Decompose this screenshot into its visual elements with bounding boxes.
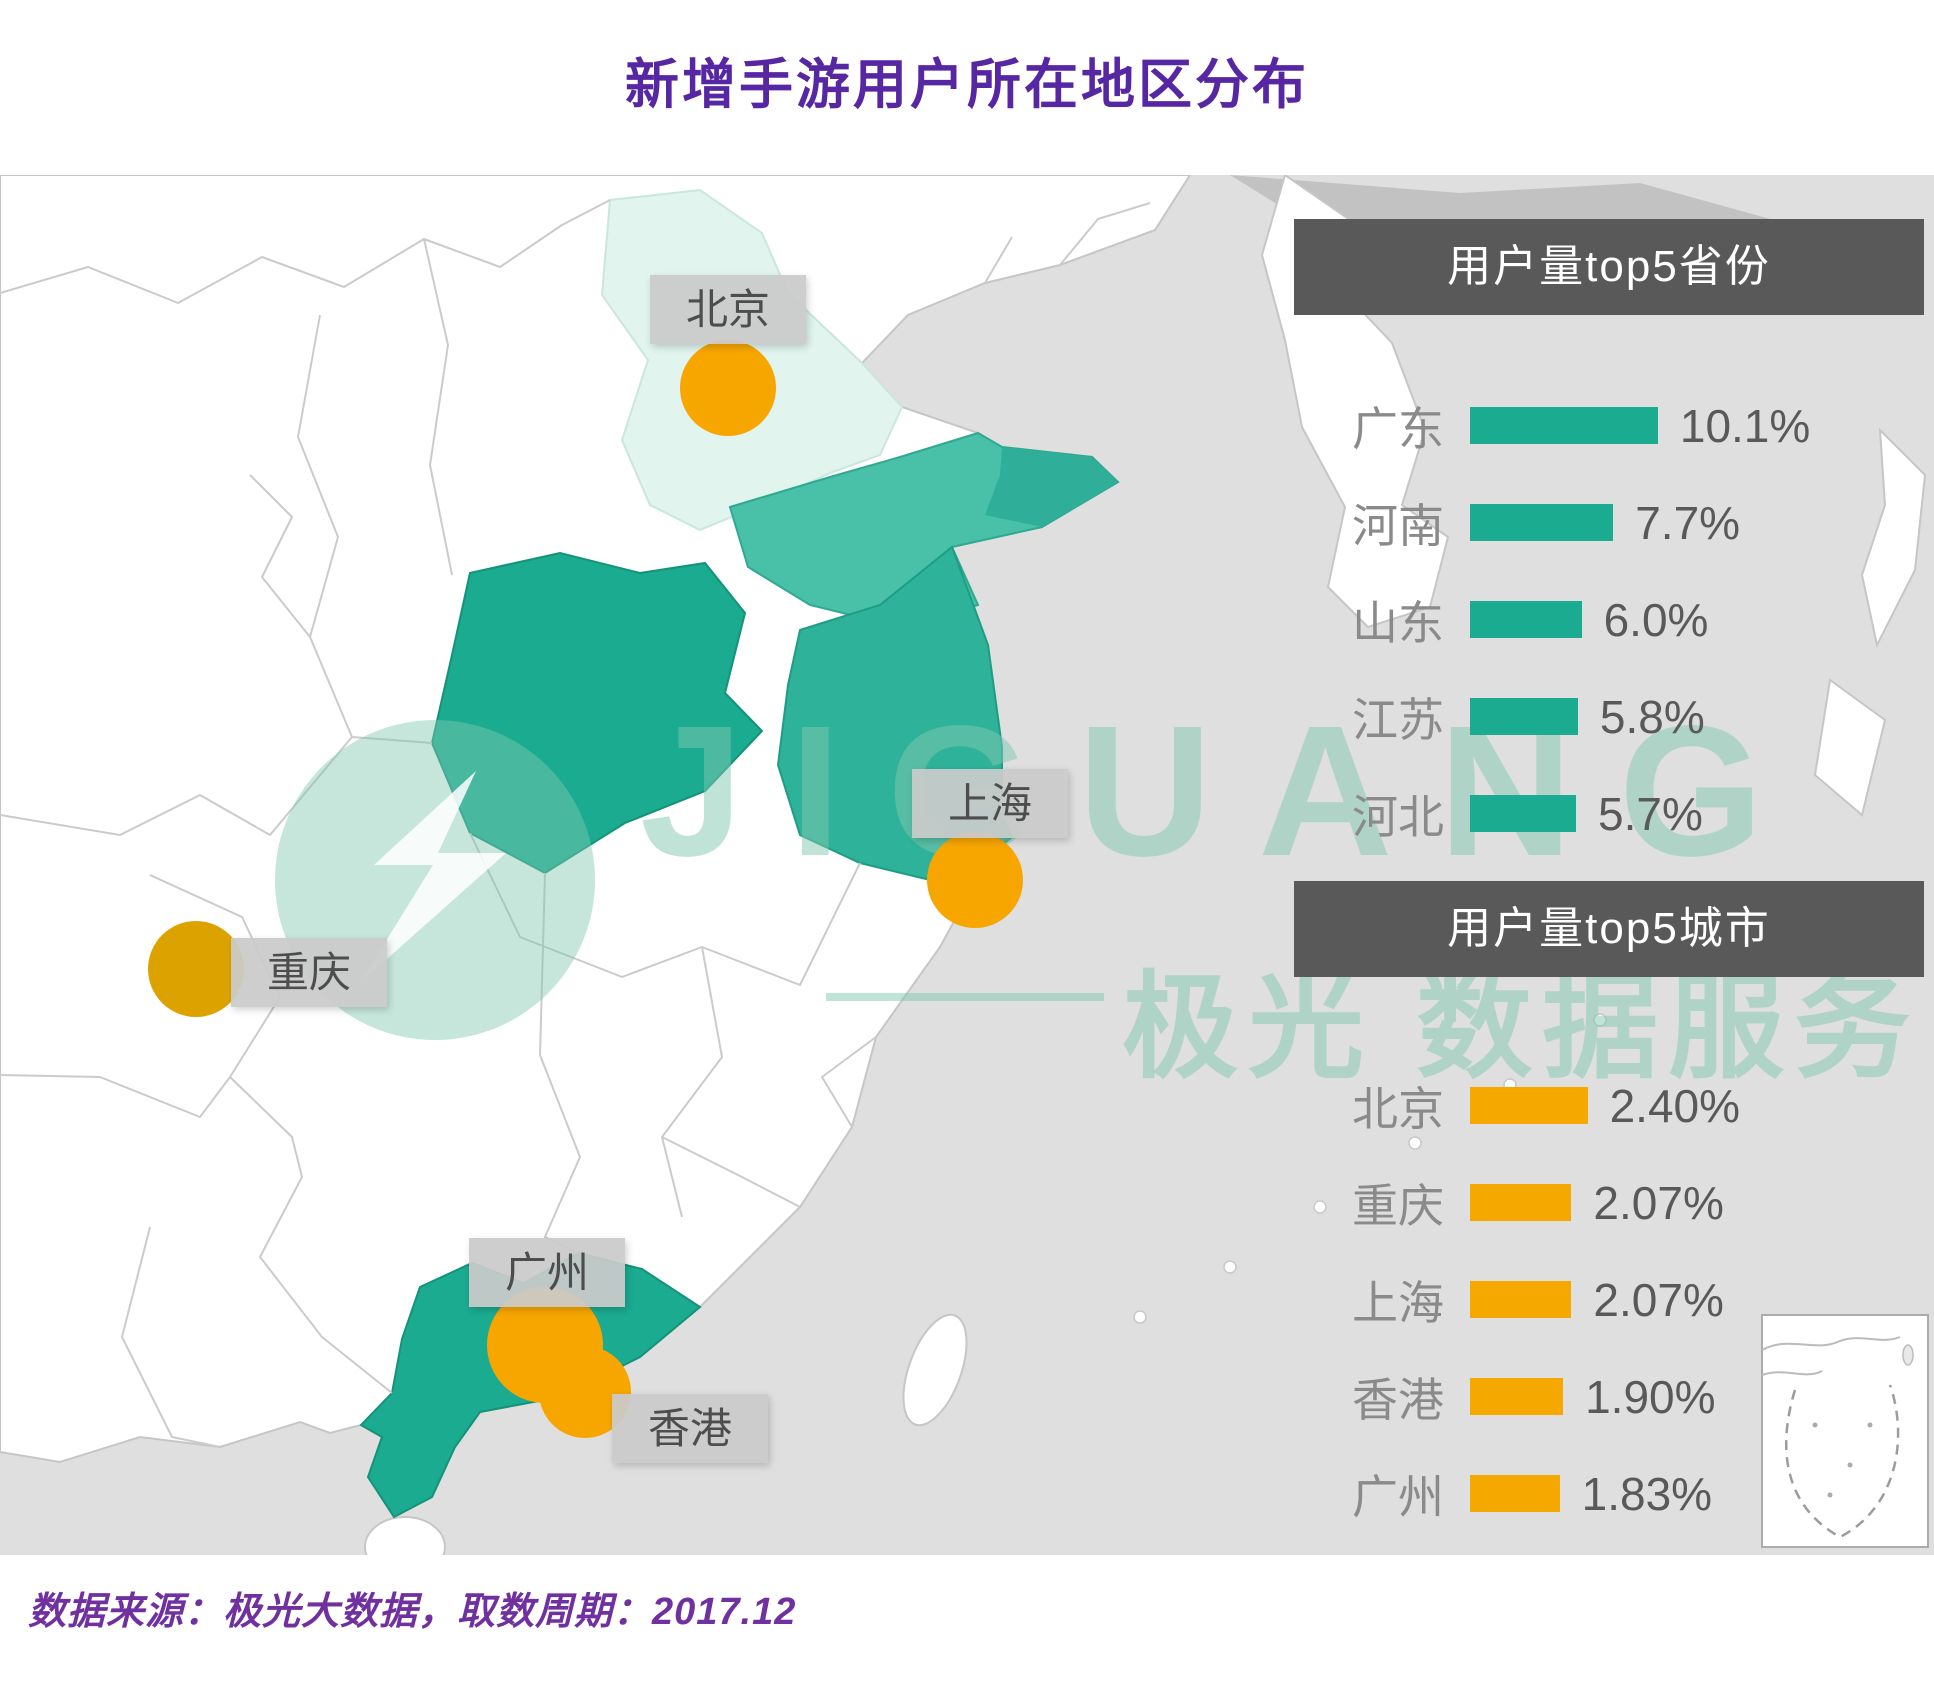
- marker-beijing: [680, 340, 776, 436]
- china-map: JIGUANG 极光 数据服务 北京 上海 重庆 广州 香港 用户量top5省份…: [0, 175, 1934, 1555]
- top5-provinces-header: 用户量top5省份: [1294, 219, 1924, 315]
- city-label: 北京: [1352, 1082, 1444, 1135]
- province-label: 山东: [1352, 596, 1444, 649]
- city-label: 重庆: [1352, 1179, 1444, 1232]
- province-row: 河北 5.7%: [1294, 765, 1924, 862]
- marker-shanghai: [927, 832, 1023, 928]
- japan-island-south: [1813, 678, 1887, 817]
- inset-dashed-boundary: [1785, 1384, 1900, 1539]
- province-bar: [1470, 407, 1658, 444]
- cities-bar-chart: 北京 2.40% 重庆 2.07% 上海 2.07% 香港 1.: [1294, 977, 1924, 1542]
- province-row: 江苏 5.8%: [1294, 668, 1924, 765]
- province-label: 河南: [1352, 499, 1444, 552]
- province-row: 河南 7.7%: [1294, 474, 1924, 571]
- province-shandong-peninsula: [985, 447, 1118, 527]
- top5-cities-panel: 用户量top5城市 北京 2.40% 重庆 2.07% 上海 2.07%: [1294, 881, 1924, 1542]
- province-henan: [430, 551, 764, 875]
- inset-taiwan: [1902, 1344, 1914, 1366]
- city-bar: [1470, 1281, 1572, 1318]
- city-value: 1.83%: [1581, 1467, 1713, 1520]
- city-row: 广州 1.83%: [1294, 1445, 1924, 1542]
- city-bar: [1470, 1475, 1560, 1512]
- province-label: 江苏: [1352, 693, 1444, 746]
- city-row: 重庆 2.07%: [1294, 1154, 1924, 1251]
- province-bar: [1470, 795, 1577, 832]
- city-row: 北京 2.40%: [1294, 1057, 1924, 1154]
- south-china-sea-inset: [1761, 1314, 1929, 1548]
- inset-islands: [1812, 1422, 1873, 1498]
- city-row: 香港 1.90%: [1294, 1348, 1924, 1445]
- province-row: 山东 6.0%: [1294, 571, 1924, 668]
- japan-island: [1860, 427, 1927, 648]
- province-row: 广东 10.1%: [1294, 377, 1924, 474]
- top5-provinces-panel: 用户量top5省份 广东 10.1% 河南 7.7% 山东 6.0%: [1294, 219, 1924, 862]
- city-label: 香港: [1352, 1373, 1444, 1426]
- page-title: 新增手游用户所在地区分布: [625, 55, 1309, 115]
- city-row: 上海 2.07%: [1294, 1251, 1924, 1348]
- province-value: 6.0%: [1603, 593, 1709, 646]
- city-bar: [1470, 1378, 1564, 1415]
- city-value: 2.07%: [1593, 1273, 1724, 1326]
- city-label: 广州: [1352, 1470, 1444, 1523]
- province-bar: [1470, 698, 1578, 735]
- marker-chongqing: [148, 921, 244, 1017]
- map-label-guangzhou: 广州: [469, 1238, 625, 1307]
- city-value: 1.90%: [1585, 1370, 1716, 1423]
- province-bar: [1470, 504, 1614, 541]
- map-label-hongkong: 香港: [612, 1394, 768, 1463]
- province-bar: [1470, 601, 1582, 638]
- province-value: 10.1%: [1679, 399, 1811, 452]
- city-value: 2.07%: [1593, 1176, 1724, 1229]
- inset-coastline: [1761, 1336, 1901, 1376]
- map-label-shanghai: 上海: [912, 769, 1068, 838]
- province-borders: [0, 199, 1151, 1448]
- city-value: 2.40%: [1609, 1079, 1741, 1132]
- map-label-chongqing: 重庆: [231, 938, 387, 1007]
- taiwan-island: [902, 1313, 968, 1427]
- city-label: 上海: [1352, 1276, 1444, 1329]
- data-source-note: 数据来源：极光大数据，取数周期：2017.12: [28, 1591, 797, 1633]
- city-bar: [1470, 1087, 1588, 1124]
- map-label-beijing: 北京: [650, 275, 806, 344]
- province-label: 河北: [1352, 790, 1444, 843]
- province-label: 广东: [1352, 402, 1444, 455]
- hainan-island: [364, 1516, 446, 1555]
- province-value: 5.8%: [1599, 690, 1705, 743]
- province-value: 5.7%: [1598, 787, 1703, 840]
- map-svg: [0, 175, 1934, 1555]
- top5-cities-header: 用户量top5城市: [1294, 881, 1924, 977]
- provinces-bar-chart: 广东 10.1% 河南 7.7% 山东 6.0% 江苏 5.8%: [1294, 315, 1924, 862]
- city-bar: [1470, 1184, 1572, 1221]
- province-value: 7.7%: [1635, 496, 1741, 549]
